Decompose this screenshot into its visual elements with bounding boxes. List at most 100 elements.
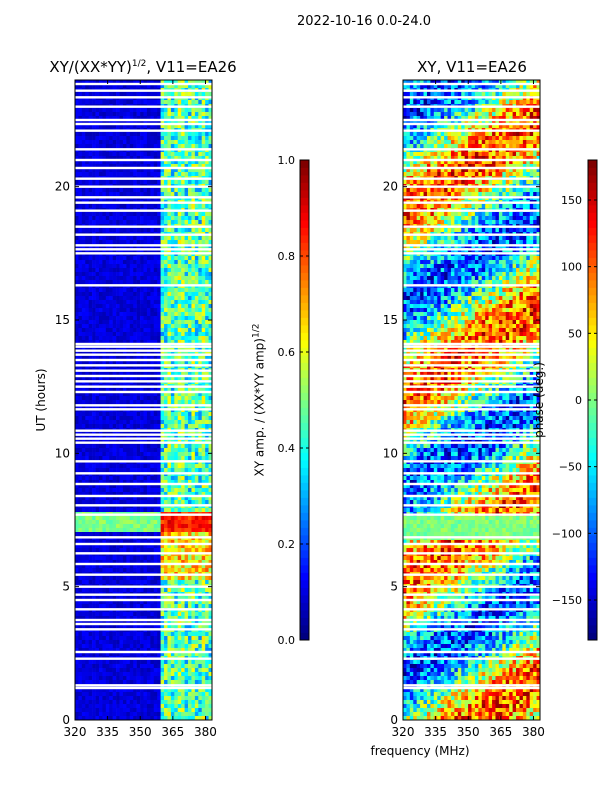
flagged-row <box>75 244 212 247</box>
flagged-row <box>403 244 540 247</box>
flagged-row <box>403 364 540 367</box>
x-tick-label: 350 <box>129 725 152 739</box>
x-tick-label: 380 <box>522 725 545 739</box>
flagged-row <box>403 408 540 411</box>
flagged-row <box>75 562 212 566</box>
flagged-row <box>75 494 212 498</box>
right-colorbar-label-text: phase (deg.) <box>532 362 546 438</box>
flagged-row <box>75 650 212 654</box>
flagged-row <box>75 429 212 432</box>
flagged-row <box>75 657 212 660</box>
colorbar-tick-label: 150 <box>561 194 582 207</box>
figure-suptitle: 2022-10-16 0.0-24.0 <box>297 14 431 29</box>
flagged-row <box>75 472 212 475</box>
flagged-row <box>75 364 212 367</box>
flagged-row <box>75 358 212 362</box>
x-tick-label: 335 <box>96 725 119 739</box>
amplitude-image <box>75 80 213 721</box>
flagged-row <box>75 248 212 251</box>
flagged-row <box>403 542 540 546</box>
colorbar-tick-label: 0.6 <box>278 346 296 359</box>
colorbar-tick-label: −150 <box>552 594 582 607</box>
flagged-row <box>403 650 540 654</box>
flagged-row <box>75 542 212 546</box>
flagged-row <box>403 248 540 251</box>
flagged-row <box>403 622 540 626</box>
flagged-row <box>403 105 540 108</box>
colorbar-tick-label: 0.4 <box>278 442 296 455</box>
phase-colorbar <box>587 159 598 641</box>
flagged-row <box>403 552 540 555</box>
flagged-row <box>403 437 540 440</box>
flagged-row <box>403 233 540 236</box>
flagged-row <box>75 122 212 126</box>
flagged-row <box>75 105 212 108</box>
flagged-row <box>403 598 540 602</box>
flagged-row <box>75 593 212 596</box>
flagged-row <box>403 482 540 486</box>
flagged-row <box>75 504 212 507</box>
flagged-row <box>403 369 540 372</box>
flagged-row <box>403 593 540 596</box>
flagged-row <box>75 380 212 383</box>
flagged-row <box>403 429 540 432</box>
flagged-row <box>403 504 540 507</box>
y-tick-label: 0 <box>390 713 398 727</box>
x-tick-label: 320 <box>392 725 415 739</box>
flagged-row <box>403 166 540 170</box>
flagged-row <box>403 441 540 444</box>
left-colorbar-label-sup: 1/2 <box>251 323 262 339</box>
flagged-row <box>403 380 540 383</box>
flagged-row <box>75 374 212 378</box>
flagged-row <box>75 684 212 687</box>
flagged-row <box>75 441 212 444</box>
flagged-row <box>75 158 212 162</box>
flagged-row <box>403 358 540 362</box>
colorbar-tick-label: 100 <box>561 261 582 274</box>
flagged-row <box>75 408 212 411</box>
flagged-row <box>75 390 212 394</box>
flagged-row <box>75 404 212 407</box>
flagged-row <box>403 433 540 436</box>
colorbar-tick-label: 0 <box>575 394 582 407</box>
flagged-row <box>403 201 540 204</box>
flagged-row <box>75 585 212 588</box>
flagged-row <box>403 196 540 199</box>
flagged-row <box>403 686 540 690</box>
flagged-row <box>75 618 212 622</box>
flagged-row <box>75 482 212 486</box>
flagged-row <box>403 374 540 378</box>
flagged-row <box>403 345 540 348</box>
flagged-row <box>403 129 540 132</box>
flagged-row <box>403 118 540 122</box>
flagged-row <box>403 225 540 228</box>
flagged-row <box>403 472 540 475</box>
flagged-row <box>75 353 212 356</box>
left-colorbar-label-main: XY amp. / (XX*YY amp) <box>252 338 267 477</box>
y-tick-label: 0 <box>62 713 70 727</box>
flagged-row <box>75 460 212 463</box>
flagged-row <box>75 201 212 204</box>
flagged-row <box>75 552 212 555</box>
flagged-row <box>403 608 540 611</box>
flagged-row <box>75 622 212 626</box>
y-tick-label: 10 <box>383 446 398 460</box>
flagged-row <box>75 513 212 516</box>
flagged-row <box>75 342 212 346</box>
flagged-row <box>75 686 212 690</box>
flagged-row <box>403 252 540 255</box>
y-axis-label-text: UT (hours) <box>34 368 48 432</box>
flagged-row <box>403 185 540 188</box>
flagged-row <box>403 342 540 346</box>
flagged-row <box>403 353 540 356</box>
flagged-row <box>75 166 212 170</box>
left-plot-frame <box>74 79 213 721</box>
x-tick-label: 320 <box>64 725 87 739</box>
flagged-row <box>75 385 212 388</box>
flagged-row <box>75 129 212 132</box>
phase-image <box>403 80 541 721</box>
y-tick-label: 5 <box>390 580 398 594</box>
flagged-row <box>75 185 212 188</box>
flagged-row <box>75 598 212 602</box>
